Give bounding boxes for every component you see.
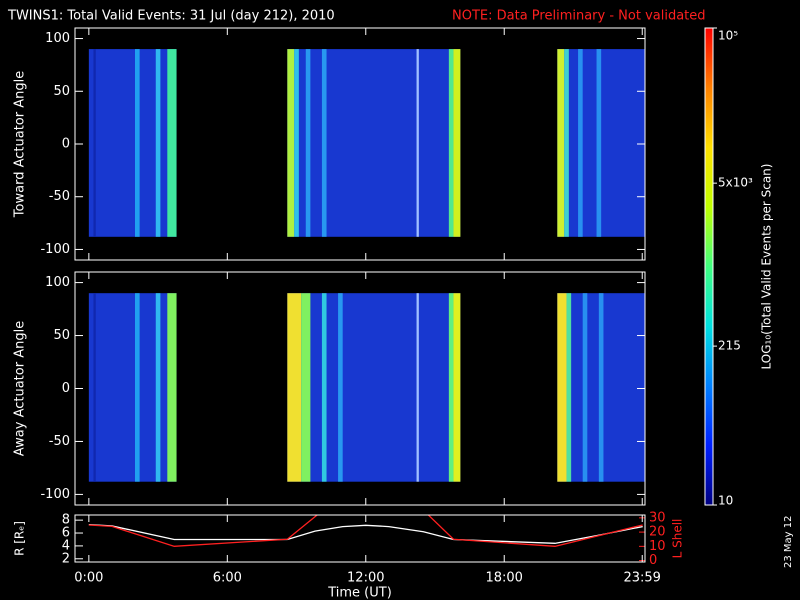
x-tick-label: 6:00 bbox=[213, 571, 242, 586]
stripe bbox=[167, 293, 177, 482]
side-label: 23 May 12 bbox=[783, 516, 794, 568]
series-line bbox=[88, 515, 643, 547]
data-interval bbox=[287, 293, 461, 482]
stripe bbox=[301, 293, 311, 482]
y-tick-label: 0 bbox=[62, 381, 70, 396]
y2-tick-label: 0 bbox=[649, 553, 657, 568]
stripe bbox=[321, 293, 327, 482]
y2-axis-label: L Shell bbox=[671, 519, 685, 559]
stripe bbox=[453, 49, 461, 237]
data-interval bbox=[287, 49, 461, 237]
data-interval bbox=[88, 293, 177, 482]
y-axis-label: Away Actuator Angle bbox=[13, 321, 28, 456]
colorbar bbox=[704, 27, 714, 506]
y-axis-label: Toward Actuator Angle bbox=[13, 71, 28, 218]
x-axis-label: Time (UT) bbox=[327, 586, 392, 600]
stripe bbox=[135, 293, 140, 482]
stripe bbox=[598, 293, 604, 482]
stripe bbox=[557, 49, 565, 237]
y-tick-label: 100 bbox=[45, 275, 70, 290]
stripe bbox=[338, 293, 343, 482]
stripe bbox=[287, 49, 295, 237]
plot-area bbox=[88, 515, 643, 547]
stripe bbox=[135, 49, 140, 237]
y-tick-label: 0 bbox=[62, 137, 70, 152]
plot-area bbox=[88, 293, 645, 482]
stripe bbox=[448, 293, 454, 482]
colorbar-tick-label: 215 bbox=[718, 339, 741, 353]
y-axis-label: R [Rₑ] bbox=[13, 521, 27, 556]
stripe bbox=[566, 293, 572, 482]
stripe bbox=[305, 49, 311, 237]
y-tick-label: 6 bbox=[62, 526, 70, 541]
y-tick-label: -100 bbox=[40, 487, 70, 502]
note: NOTE: Data Preliminary - Not validated bbox=[452, 9, 706, 24]
y2-tick-label: 10 bbox=[649, 539, 666, 554]
y-tick-label: 4 bbox=[62, 538, 70, 553]
y-tick-label: 50 bbox=[53, 328, 70, 343]
x-tick-label: 12:00 bbox=[347, 571, 384, 586]
stripe bbox=[578, 49, 583, 237]
y-tick-label: -100 bbox=[40, 242, 70, 257]
y2-tick-label: 20 bbox=[649, 525, 666, 540]
stripe bbox=[155, 49, 161, 237]
stripe bbox=[294, 49, 299, 237]
stripe bbox=[416, 49, 419, 237]
plot-frame bbox=[74, 514, 646, 563]
plot-area bbox=[88, 49, 645, 237]
y-tick-label: 8 bbox=[62, 513, 70, 528]
stripe bbox=[557, 293, 567, 482]
chart-title: TWINS1: Total Valid Events: 31 Jul (day … bbox=[7, 9, 335, 24]
colorbar-tick-label: 5x10³ bbox=[718, 176, 753, 190]
stripe bbox=[448, 49, 454, 237]
y-tick-label: -50 bbox=[49, 189, 70, 204]
y-tick-label: 2 bbox=[62, 551, 70, 566]
x-tick-label: 18:00 bbox=[485, 571, 522, 586]
stripe bbox=[582, 293, 588, 482]
y-tick-label: -50 bbox=[49, 434, 70, 449]
stripe bbox=[167, 49, 177, 237]
colorbar-tick-label: 10⁵ bbox=[718, 29, 738, 43]
y-tick-label: 50 bbox=[53, 84, 70, 99]
y2-tick-label: 30 bbox=[649, 510, 666, 525]
colorbar-tick-label: 10 bbox=[718, 494, 733, 508]
stripe bbox=[93, 293, 96, 482]
series-line bbox=[88, 524, 643, 544]
stripe bbox=[155, 293, 161, 482]
stripe bbox=[564, 49, 569, 237]
stripe bbox=[453, 293, 461, 482]
stripe bbox=[596, 49, 602, 237]
colorbar-label: LOG₁₀(Total Valid Events per Scan) bbox=[760, 164, 774, 370]
stripe bbox=[416, 293, 419, 482]
data-interval bbox=[88, 49, 177, 237]
stripe bbox=[93, 49, 96, 237]
y-tick-label: 100 bbox=[45, 31, 70, 46]
stripe bbox=[287, 293, 302, 482]
x-tick-label: 0:00 bbox=[74, 571, 103, 586]
x-tick-label: 23:59 bbox=[623, 571, 660, 586]
stripe bbox=[321, 49, 327, 237]
